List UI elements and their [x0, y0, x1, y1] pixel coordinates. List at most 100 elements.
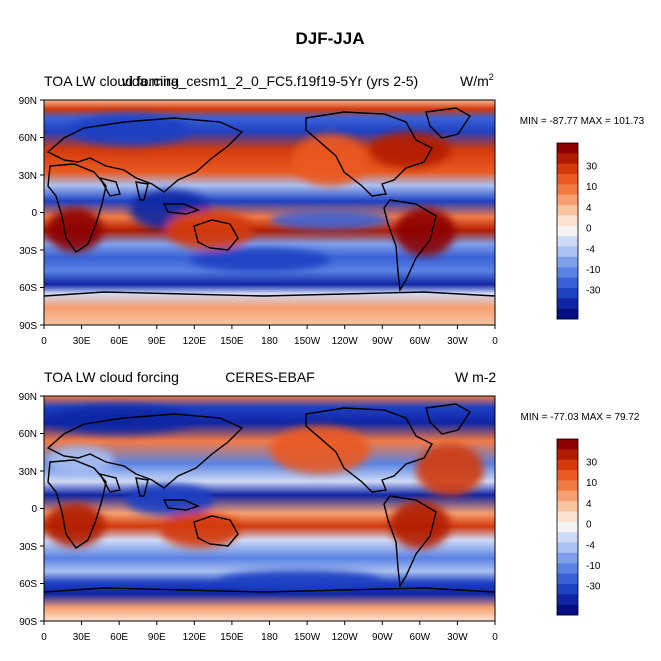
- colorbar-label: 0: [586, 520, 592, 531]
- colorbar-swatch: [557, 163, 578, 175]
- colorbar-label: -4: [586, 540, 595, 551]
- lon-tick-label: 180: [261, 632, 278, 643]
- colorbar-swatch: [557, 277, 578, 289]
- colorbar-label: -30: [586, 286, 601, 297]
- lon-tick-label: 60W: [410, 632, 431, 643]
- colorbar-label: -10: [586, 265, 601, 276]
- colorbar-label: 30: [586, 458, 598, 469]
- colorbar-swatch: [557, 501, 578, 512]
- panel-observations: TOA LW cloud forcing CERES-EBAF W m-2: [19, 369, 640, 643]
- panel-center-label: vida.mira_cesm1_2_0_FC5.f19f19-5Yr (yrs …: [122, 73, 418, 89]
- colorbar-swatch: [557, 583, 578, 595]
- lat-tick-label: 60S: [19, 579, 37, 590]
- lon-tick-labels: 0 30E 60E 90E 120E 150E 180 150W 120W 90…: [41, 632, 498, 643]
- lat-tick-labels: 90N 60N 30N 0 30S 60S 90S: [19, 96, 38, 332]
- colorbar-swatch: [557, 287, 578, 299]
- colorbar-swatch: [557, 552, 578, 564]
- lat-tick-label: 90N: [19, 96, 37, 107]
- colorbar-label: 4: [586, 499, 592, 510]
- lon-tick-label: 120E: [183, 336, 207, 347]
- lon-tick-label: 150W: [294, 336, 321, 347]
- colorbar-swatch: [557, 308, 578, 320]
- panel-left-label: TOA LW cloud forcing: [44, 369, 179, 385]
- lon-tick-label: 30E: [73, 336, 91, 347]
- map-field: [44, 396, 495, 621]
- lon-tick-label: 30W: [447, 336, 468, 347]
- colorbar-swatch: [557, 194, 578, 206]
- lon-tick-label: 60E: [110, 632, 128, 643]
- lon-tick-label: 0: [492, 632, 498, 643]
- colorbar-swatch: [557, 205, 578, 216]
- colorbar-label: -4: [586, 244, 595, 255]
- lon-tick-marks: [43, 325, 496, 329]
- colorbar-swatch: [557, 298, 578, 309]
- lat-tick-label: 30N: [19, 171, 37, 182]
- lon-tick-label: 120W: [332, 632, 359, 643]
- lon-tick-label: 150W: [294, 632, 321, 643]
- colorbar: 30 10 4 0 -4 -10 -30: [556, 438, 601, 616]
- lon-tick-label: 0: [492, 336, 498, 347]
- min-max-stats: MIN = -77.03 MAX = 79.72: [521, 412, 640, 423]
- lon-tick-label: 120W: [332, 336, 359, 347]
- panel-center-label: CERES-EBAF: [225, 369, 314, 385]
- colorbar-frame: [556, 142, 579, 320]
- colorbar-swatch: [557, 449, 578, 460]
- panel-units: W m-2: [455, 369, 496, 385]
- lat-tick-label: 0: [31, 504, 37, 515]
- colorbar-swatch: [557, 563, 578, 574]
- lon-tick-label: 90W: [372, 632, 393, 643]
- colorbar-swatch: [557, 143, 578, 154]
- colorbar-swatch: [557, 174, 578, 185]
- lon-tick-label: 150E: [220, 632, 244, 643]
- lon-tick-label: 90W: [372, 336, 393, 347]
- panel-model: TOA LW cloud forcing vida.mira_cesm1_2_0…: [19, 72, 645, 347]
- lon-tick-label: 150E: [220, 336, 244, 347]
- lon-tick-label: 30W: [447, 632, 468, 643]
- lat-tick-label: 60S: [19, 283, 37, 294]
- lat-tick-label: 60N: [19, 429, 37, 440]
- min-max-stats: MIN = -87.77 MAX = 101.73: [520, 116, 645, 127]
- lat-tick-label: 90S: [19, 617, 37, 628]
- lon-tick-label: 60E: [110, 336, 128, 347]
- panel-left-label: TOA LW cloud forcing: [44, 73, 179, 89]
- lat-tick-marks: [40, 395, 44, 622]
- colorbar-swatch: [557, 459, 578, 471]
- colorbar-swatch: [557, 532, 578, 543]
- lon-tick-label: 0: [41, 632, 47, 643]
- colorbar: 30 10 4 0 -4 -10 -30: [556, 142, 601, 320]
- lat-tick-labels: 90N 60N 30N 0 30S 60S 90S: [19, 392, 38, 628]
- colorbar-label: 4: [586, 203, 592, 214]
- lat-tick-label: 30S: [19, 542, 37, 553]
- colorbar-swatches: [557, 143, 578, 320]
- lon-tick-label: 180: [261, 336, 278, 347]
- lon-tick-marks: [43, 621, 496, 625]
- colorbar-swatch: [557, 511, 578, 523]
- colorbar-label: 0: [586, 224, 592, 235]
- lat-tick-label: 90N: [19, 392, 37, 403]
- colorbar-swatch: [557, 225, 578, 237]
- lon-tick-label: 0: [41, 336, 47, 347]
- panel-units: W/m2: [460, 72, 494, 89]
- colorbar-label: -30: [586, 582, 601, 593]
- colorbar-label: 30: [586, 162, 598, 173]
- colorbar-swatch: [557, 153, 578, 164]
- colorbar-swatch: [557, 490, 578, 502]
- figure-title: DJF-JJA: [296, 29, 365, 48]
- lon-tick-label: 90E: [148, 336, 166, 347]
- colorbar-frame: [556, 438, 579, 616]
- colorbar-label: 10: [586, 182, 598, 193]
- colorbar-swatch: [557, 439, 578, 450]
- lat-tick-label: 60N: [19, 133, 37, 144]
- lon-tick-label: 120E: [183, 632, 207, 643]
- colorbar-swatch: [557, 246, 578, 258]
- lat-tick-label: 0: [31, 208, 37, 219]
- lat-tick-label: 30S: [19, 246, 37, 257]
- colorbar-swatch: [557, 184, 578, 196]
- lat-tick-label: 90S: [19, 321, 37, 332]
- colorbar-label: 10: [586, 478, 598, 489]
- lon-tick-label: 30E: [73, 632, 91, 643]
- colorbar-swatch: [557, 573, 578, 585]
- colorbar-swatch: [557, 594, 578, 605]
- lon-tick-label: 60W: [410, 336, 431, 347]
